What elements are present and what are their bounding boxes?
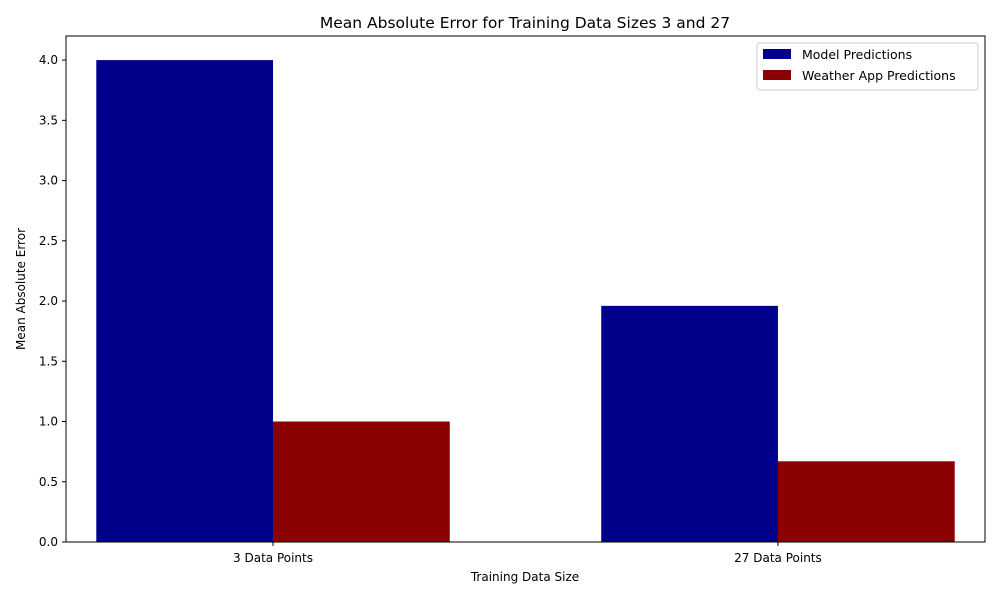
legend-swatch-weather-app (763, 70, 791, 80)
x-axis: 3 Data Points 27 Data Points (233, 542, 822, 565)
x-tick-label: 27 Data Points (734, 551, 822, 565)
bar-weather-app-1 (777, 461, 955, 542)
legend: Model Predictions Weather App Prediction… (756, 42, 979, 91)
y-tick-label: 3.5 (39, 113, 58, 127)
bar-model-0 (96, 60, 274, 542)
legend-label-weather-app: Weather App Predictions (802, 68, 956, 83)
bar-weather-app-0 (273, 421, 450, 542)
y-tick-label: 3.0 (39, 174, 58, 188)
legend-frame (756, 42, 979, 91)
legend-label-model: Model Predictions (802, 47, 912, 62)
legend-swatch-model (763, 49, 791, 59)
x-axis-label: Training Data Size (470, 570, 579, 584)
y-tick-label: 1.5 (39, 354, 58, 368)
y-axis: 0.0 0.5 1.0 1.5 2.0 2.5 3.0 3.5 4.0 (39, 53, 66, 549)
y-tick-label: 1.0 (39, 415, 58, 429)
y-tick-label: 2.0 (39, 294, 58, 308)
chart-title: Mean Absolute Error for Training Data Si… (320, 14, 730, 32)
bar-model-1 (601, 305, 778, 542)
y-tick-label: 0.5 (39, 475, 58, 489)
bars-group (96, 60, 955, 542)
y-tick-label: 0.0 (39, 535, 58, 549)
x-tick-label: 3 Data Points (233, 551, 313, 565)
plot-frame (65, 35, 986, 543)
y-axis-label: Mean Absolute Error (14, 228, 28, 350)
y-tick-label: 2.5 (39, 234, 58, 248)
y-tick-label: 4.0 (39, 53, 58, 67)
